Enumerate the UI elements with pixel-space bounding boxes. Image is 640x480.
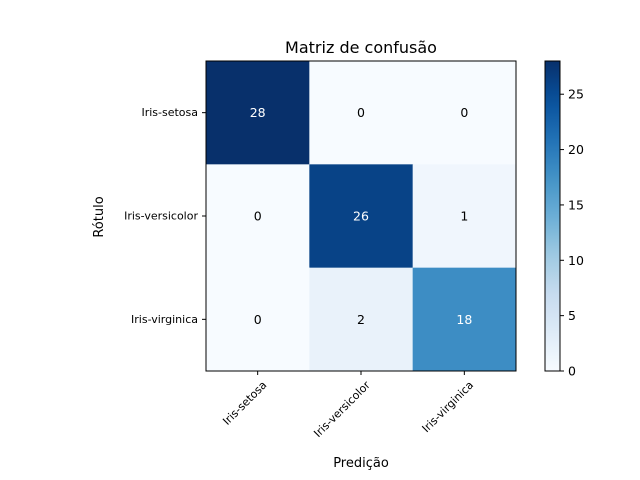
- colorbar: [544, 60, 561, 372]
- y-tick-label: Iris-setosa: [141, 106, 198, 119]
- cell-value-label: 1: [460, 209, 468, 224]
- cell-value-label: 18: [456, 312, 472, 327]
- cell-value-label: 26: [353, 209, 369, 224]
- colorbar-tick-label: 25: [568, 87, 584, 102]
- cell-value-label: 0: [254, 209, 262, 224]
- y-tick-label: Iris-virginica: [131, 313, 198, 326]
- heatmap-cell: [412, 164, 517, 269]
- colorbar-tick-label: 5: [568, 308, 576, 323]
- y-axis-ticks: Iris-setosa Iris-versicolor Iris-virginica: [124, 106, 206, 326]
- heatmap-cell: [309, 61, 414, 165]
- cell-value-label: 0: [254, 312, 262, 327]
- y-axis-label: Rótulo: [92, 196, 107, 237]
- x-tick-label: Iris-virginica: [420, 379, 477, 436]
- colorbar-tick-label: 10: [568, 253, 584, 268]
- heatmap-cell: [309, 267, 414, 372]
- heatmap-cell: [412, 61, 517, 165]
- x-tick-label: Iris-setosa: [220, 379, 269, 428]
- heatmap-cell: [309, 164, 414, 269]
- chart-title: Matriz de confusão: [285, 38, 437, 57]
- cell-value-label: 2: [357, 312, 365, 327]
- y-tick-label: Iris-versicolor: [124, 210, 198, 223]
- colorbar-tick-label: 20: [568, 142, 584, 157]
- x-axis-label: Predição: [333, 456, 389, 471]
- colorbar-tick-label: 15: [568, 197, 584, 212]
- colorbar-tick-label: 0: [568, 364, 576, 379]
- heatmap-cell: [412, 267, 517, 372]
- colorbar-ticks: 0 5 10 15 20 25: [560, 87, 584, 379]
- heatmap-cells: [206, 61, 517, 372]
- heatmap-cell: [206, 164, 310, 269]
- heatmap-cell: [206, 267, 310, 372]
- cell-labels: 28 0 0 0 26 1 0 2 18: [250, 105, 473, 327]
- cell-value-label: 0: [460, 105, 468, 120]
- cell-value-label: 28: [250, 105, 266, 120]
- cell-value-label: 0: [357, 105, 365, 120]
- heatmap-cell: [206, 61, 310, 165]
- x-axis-ticks: Iris-setosa Iris-versicolor Iris-virginica: [220, 371, 476, 440]
- x-tick-label: Iris-versicolor: [311, 378, 373, 440]
